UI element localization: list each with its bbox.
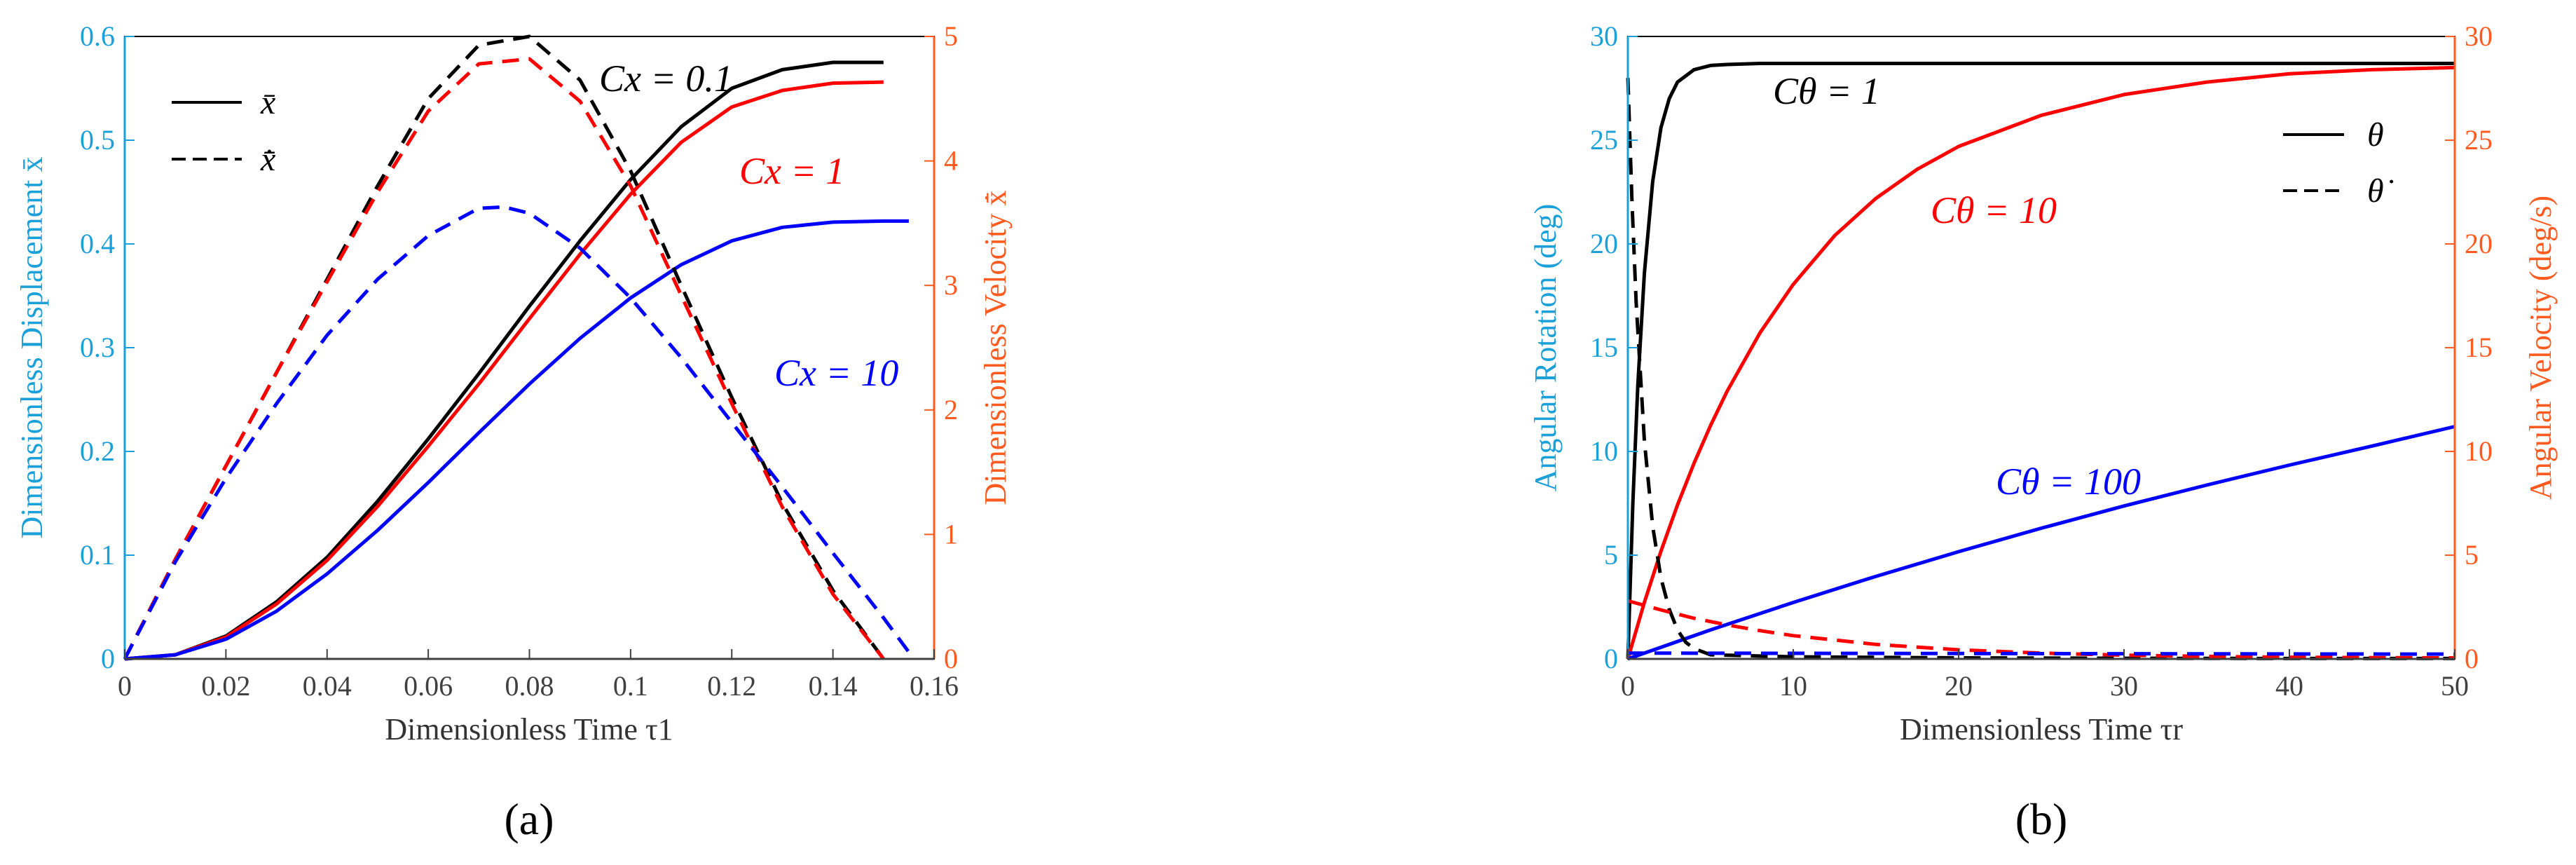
series-group-a xyxy=(123,34,916,661)
left-tick-label-b-3: 15 xyxy=(1590,332,1618,363)
legend-label-solid-a: x̄ xyxy=(260,84,275,121)
right-axis-b: 0 5 10 15 20 25 30 xyxy=(2445,20,2493,674)
right-tick-label-b-4: 20 xyxy=(2465,228,2493,259)
x-tick-label-a-7: 0.14 xyxy=(809,670,858,702)
right-axis-a: 0 1 2 3 4 5 xyxy=(924,20,958,674)
right-tick-label-a-4: 4 xyxy=(944,145,958,177)
left-tick-label-b-1: 5 xyxy=(1604,539,1618,571)
x-tick-label-b-3: 30 xyxy=(2110,670,2138,702)
plot-frame-a xyxy=(124,36,935,660)
chart-panel-a: 0 0.1 0.2 0.3 0.4 0.5 0.6 0 1 2 3 4 5 0 0.02 0.04 0.06… xyxy=(15,20,1013,844)
left-axis-title-a: Dimensionless Displacement x̄ xyxy=(15,156,49,538)
right-tick-label-a-2: 2 xyxy=(944,394,958,425)
annotation-ctheta-100: Cθ = 100 xyxy=(1996,461,2141,503)
panel-label-b: (b) xyxy=(2015,794,2068,844)
left-tick-label-b-5: 25 xyxy=(1590,124,1618,156)
x-tick-label-b-4: 40 xyxy=(2275,670,2303,702)
right-tick-label-a-5: 5 xyxy=(944,20,958,52)
right-axis-title-b: Angular Velocity (deg/s) xyxy=(2523,196,2558,500)
left-tick-label-a-1: 0.1 xyxy=(80,539,115,571)
annotation-ctheta-10: Cθ = 10 xyxy=(1931,189,2057,231)
x-tick-label-b-2: 20 xyxy=(1945,670,1973,702)
left-tick-label-b-0: 0 xyxy=(1604,643,1618,674)
right-tick-label-a-0: 0 xyxy=(944,643,958,674)
series-line-a-2 xyxy=(124,219,909,661)
annotation-cx-0.1: Cx = 0.1 xyxy=(599,57,733,100)
series-line-b-5 xyxy=(1627,651,2455,656)
x-tick-label-a-6: 0.12 xyxy=(707,670,756,702)
right-tick-label-b-2: 10 xyxy=(2465,435,2493,467)
series-line-a-1 xyxy=(124,80,884,661)
left-tick-label-a-5: 0.5 xyxy=(80,124,115,156)
left-axis-a: 0 0.1 0.2 0.3 0.4 0.5 0.6 xyxy=(80,20,135,674)
right-tick-label-b-0: 0 xyxy=(2465,643,2479,674)
series-line-b-4 xyxy=(1627,599,2455,660)
legend-label-dashed-a: x̄̇ xyxy=(260,141,275,178)
right-tick-label-b-3: 15 xyxy=(2465,332,2493,363)
chart-panel-b: 0 5 10 15 20 25 30 0 5 10 15 20 25 30 0 10 20 30 40 50 Di… xyxy=(1528,20,2558,844)
right-axis-title-a: Dimensionless Velocity x̄̇ xyxy=(978,191,1013,505)
series-group-b xyxy=(1626,62,2455,661)
series-line-b-3 xyxy=(1626,78,2455,660)
right-tick-label-a-3: 3 xyxy=(944,269,958,301)
annotation-cx-10: Cx = 10 xyxy=(774,352,898,394)
left-tick-label-a-2: 0.2 xyxy=(80,435,115,467)
legend-label-solid-b: θ xyxy=(2367,116,2384,154)
right-tick-label-a-1: 1 xyxy=(944,518,958,550)
left-tick-label-a-4: 0.4 xyxy=(80,228,115,259)
right-tick-label-b-1: 5 xyxy=(2465,539,2479,571)
series-line-a-5 xyxy=(123,205,916,660)
series-line-b-1 xyxy=(1626,65,2455,660)
x-axis-title-a: Dimensionless Time τ1 xyxy=(385,712,673,747)
annotation-cx-1: Cx = 1 xyxy=(739,150,844,192)
x-tick-label-a-3: 0.06 xyxy=(404,670,453,702)
left-tick-label-b-2: 10 xyxy=(1590,435,1618,467)
legend-a: x̄ x̄̇ xyxy=(172,84,275,178)
x-tick-label-a-5: 0.1 xyxy=(613,670,648,702)
left-tick-label-b-6: 30 xyxy=(1590,20,1618,52)
right-tick-label-b-6: 30 xyxy=(2465,20,2493,52)
x-tick-label-b-1: 10 xyxy=(1779,670,1807,702)
x-tick-label-b-0: 0 xyxy=(1621,670,1635,702)
x-axis-title-b: Dimensionless Time τr xyxy=(1900,712,2183,747)
x-tick-label-b-5: 50 xyxy=(2441,670,2469,702)
x-tick-label-a-2: 0.04 xyxy=(303,670,352,702)
panel-label-a: (a) xyxy=(504,794,554,844)
left-tick-label-a-6: 0.6 xyxy=(80,20,115,52)
left-tick-label-a-0: 0 xyxy=(101,643,115,674)
x-axis-b: 0 10 20 30 40 50 xyxy=(1621,649,2469,702)
left-axis-b: 0 5 10 15 20 25 30 xyxy=(1590,20,1638,674)
annotation-ctheta-1: Cθ = 1 xyxy=(1773,70,1880,112)
x-tick-label-a-8: 0.16 xyxy=(910,670,959,702)
left-tick-label-b-4: 20 xyxy=(1590,228,1618,259)
series-line-b-0 xyxy=(1626,62,2455,660)
left-axis-title-b: Angular Rotation (deg) xyxy=(1528,204,1563,492)
x-tick-label-a-1: 0.02 xyxy=(201,670,250,702)
series-line-a-3 xyxy=(123,34,885,660)
right-tick-label-b-5: 25 xyxy=(2465,124,2493,156)
x-tick-label-a-4: 0.08 xyxy=(505,670,554,702)
left-tick-label-a-3: 0.3 xyxy=(80,332,115,363)
series-line-b-2 xyxy=(1627,425,2455,661)
legend-label-dashed-b: θ̇ xyxy=(2367,172,2394,210)
x-axis-a: 0 0.02 0.04 0.06 0.08 0.1 0.12 0.14 0.16 xyxy=(118,649,959,702)
x-tick-label-a-0: 0 xyxy=(118,670,132,702)
series-line-a-4 xyxy=(123,57,885,660)
legend-b: θ θ̇ xyxy=(2283,116,2394,210)
